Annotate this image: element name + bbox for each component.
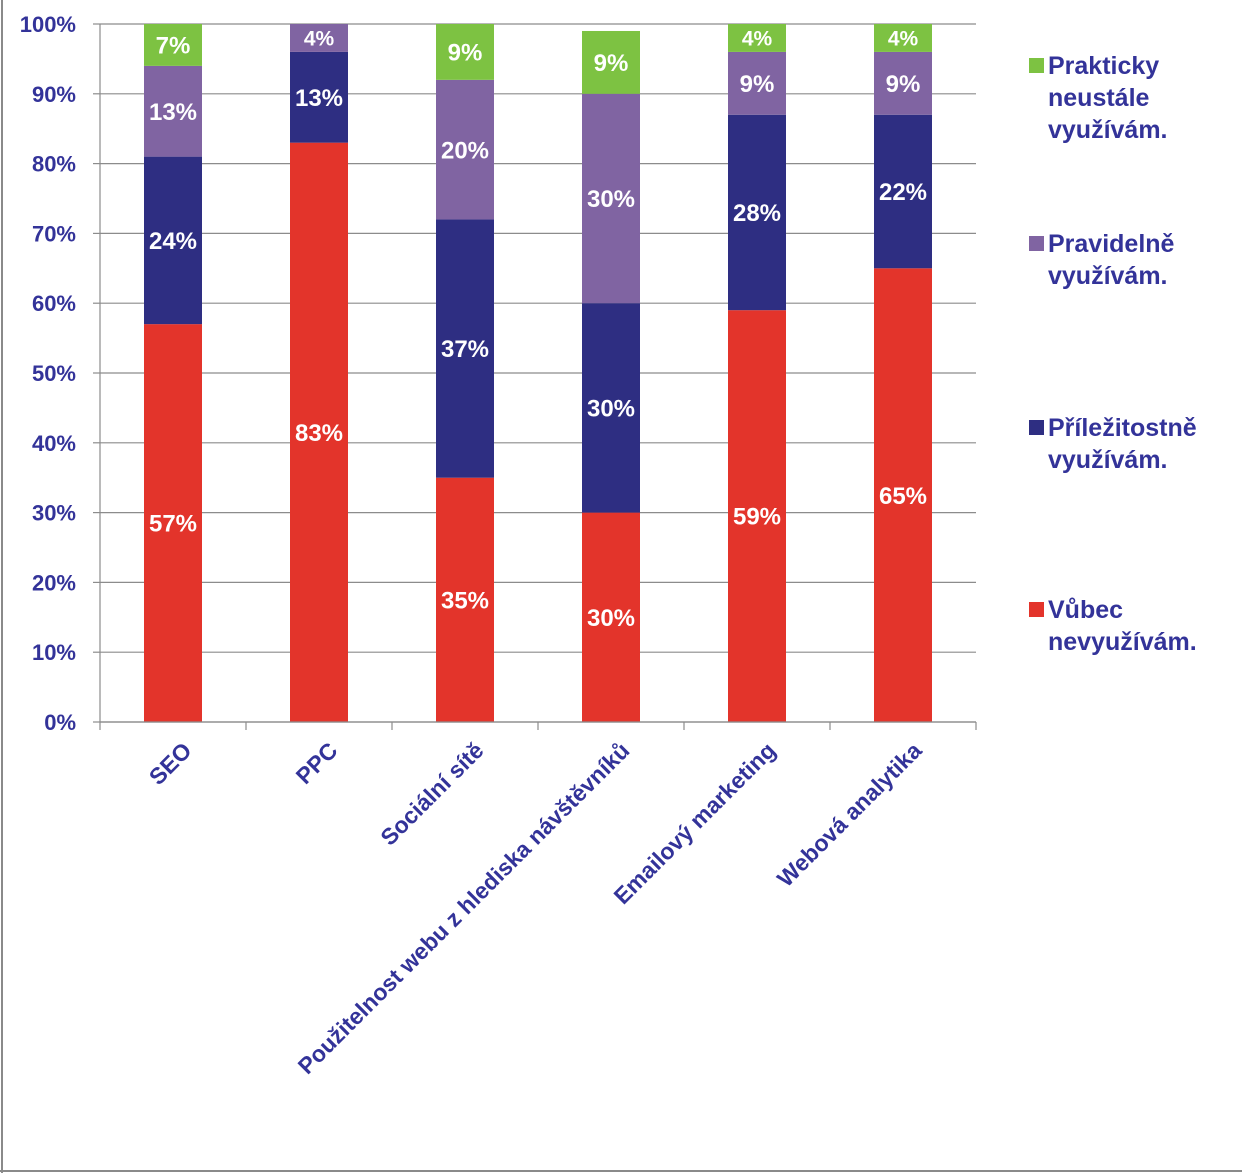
data-label: 13% xyxy=(295,85,343,112)
legend-swatch xyxy=(1029,602,1044,617)
x-category-label: Emailový marketing xyxy=(608,737,780,909)
x-category-label: SEO xyxy=(144,737,197,790)
legend-label: nevyužívám. xyxy=(1048,628,1197,656)
y-tick-label: 80% xyxy=(32,152,76,177)
bar-segment xyxy=(290,24,348,52)
legend-swatch xyxy=(1029,58,1044,73)
bar-segment xyxy=(728,51,786,115)
bar-segment xyxy=(874,268,932,722)
bar-segment xyxy=(582,303,640,513)
x-category-label: Sociální sítě xyxy=(375,737,488,850)
legend-swatch xyxy=(1029,236,1044,251)
y-tick-label: 70% xyxy=(32,221,76,246)
bar-segment xyxy=(436,219,494,478)
legend-label: využívám. xyxy=(1048,116,1168,144)
data-label: 9% xyxy=(886,71,921,98)
data-label: 28% xyxy=(733,200,781,227)
legend-item: Prakticky neustále využívám. xyxy=(1029,52,1168,144)
data-label: 30% xyxy=(587,605,635,632)
legend-item: Příležitostně využívám. xyxy=(1029,414,1197,474)
bar-segment xyxy=(582,93,640,304)
bar-segment xyxy=(728,310,786,722)
bar-segment xyxy=(290,51,348,143)
bar-segment xyxy=(874,51,932,115)
y-tick-label: 40% xyxy=(32,431,76,456)
data-label: 13% xyxy=(149,99,197,126)
legend-label: využívám. xyxy=(1048,446,1168,474)
data-label: 30% xyxy=(587,186,635,213)
data-label: 65% xyxy=(879,483,927,510)
data-label: 83% xyxy=(295,420,343,447)
legend-swatch xyxy=(1029,420,1044,435)
y-tick-label: 10% xyxy=(32,640,76,665)
bar-segment xyxy=(874,114,932,269)
legend-label: Prakticky xyxy=(1048,52,1159,80)
bars: 57% 24% 13% 7% 83% 13% 4% 35% 37% 20% 9% 30% 30% 30% 9… xyxy=(144,24,932,722)
bar-segment xyxy=(144,24,202,66)
data-label: 30% xyxy=(587,396,635,423)
y-tick-label: 0% xyxy=(44,710,76,735)
y-tick-label: 60% xyxy=(32,291,76,316)
bar-segment xyxy=(582,512,640,722)
bar-segment xyxy=(582,30,640,94)
legend-label: Vůbec xyxy=(1048,596,1123,624)
bar-segment xyxy=(144,324,202,722)
data-label: 22% xyxy=(879,179,927,206)
y-axis: 0% 10% 20% 30% 40% 50% 60% 70% 80% 90% 100% xyxy=(20,12,101,735)
data-label: 9% xyxy=(448,40,483,67)
legend-item: Pravidelně využívám. xyxy=(1029,230,1175,290)
legend: Prakticky neustále využívám. Pravidelně využ… xyxy=(1029,52,1197,656)
bar-segment xyxy=(436,24,494,80)
x-category-label: PPC xyxy=(291,737,343,789)
legend-label: neustále xyxy=(1048,84,1150,112)
bar-segment xyxy=(436,79,494,220)
bar-segment xyxy=(290,142,348,722)
data-label: 4% xyxy=(304,28,335,51)
data-label: 37% xyxy=(441,336,489,363)
x-category-label: Webová analytika xyxy=(772,737,927,892)
legend-label: Pravidelně xyxy=(1048,230,1175,258)
legend-item: Vůbec nevyužívám. xyxy=(1029,596,1197,656)
data-label: 4% xyxy=(742,28,773,51)
bar-segment xyxy=(436,477,494,722)
bar-segment xyxy=(728,114,786,311)
bar-segment xyxy=(144,65,202,157)
data-label: 9% xyxy=(594,50,629,77)
y-tick-label: 90% xyxy=(32,82,76,107)
x-category-label: Použitelnost webu z hlediska návštěvníků xyxy=(293,737,635,1079)
data-label: 35% xyxy=(441,587,489,614)
y-tick-label: 100% xyxy=(20,12,76,37)
bar-segment xyxy=(728,24,786,52)
gridlines xyxy=(100,23,976,723)
bar-segment xyxy=(874,24,932,52)
data-label: 59% xyxy=(733,504,781,531)
data-label: 9% xyxy=(740,71,775,98)
legend-label: využívám. xyxy=(1048,262,1168,290)
data-label: 7% xyxy=(156,33,191,60)
data-label: 4% xyxy=(888,28,919,51)
data-label: 57% xyxy=(149,511,197,538)
legend-label: Příležitostně xyxy=(1048,414,1197,442)
data-label: 20% xyxy=(441,137,489,164)
bar-segment xyxy=(144,156,202,325)
data-label: 24% xyxy=(149,228,197,255)
y-tick-label: 50% xyxy=(32,361,76,386)
y-tick-label: 20% xyxy=(32,570,76,595)
y-tick-label: 30% xyxy=(32,501,76,526)
